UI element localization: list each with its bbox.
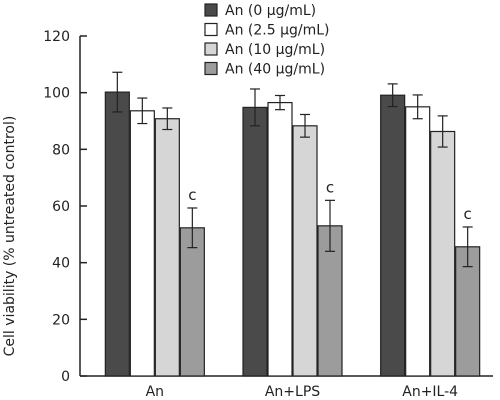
bar (129, 110, 155, 377)
x-category-label: An+LPS (265, 384, 320, 400)
legend-label: An (40 μg/mL) (225, 62, 325, 78)
x-axis: An An+LPS An+IL-4 (80, 375, 493, 400)
bar (405, 106, 431, 377)
bar (430, 130, 456, 377)
y-tick-label: 100 (43, 86, 70, 102)
bars: c c c (104, 71, 481, 377)
legend: An (0 μg/mL) An (2.5 μg/mL) An (10 μg/mL) A… (204, 3, 330, 78)
y-tick-label: 20 (52, 312, 70, 328)
legend-swatch (204, 61, 218, 76)
significance-label: c (326, 178, 334, 196)
legend-swatch (204, 3, 218, 17)
significance-label: c (464, 205, 472, 223)
y-tick-label: 60 (52, 199, 70, 215)
bar (154, 118, 180, 377)
legend-swatch (204, 42, 218, 56)
y-axis: 0 20 40 60 80 100 120 (43, 29, 87, 385)
bar (104, 91, 130, 377)
y-tick-label: 0 (61, 369, 70, 385)
bar (179, 227, 205, 377)
y-axis-title: Cell viability (% untreated control) (2, 116, 18, 357)
bar (380, 94, 406, 377)
legend-label: An (10 μg/mL) (225, 42, 325, 58)
legend-label: An (0 μg/mL) (225, 3, 316, 19)
y-tick-label: 80 (52, 142, 70, 158)
x-category-label: An (146, 384, 164, 400)
significance-label: c (188, 186, 196, 204)
bar (267, 101, 293, 377)
bar (242, 106, 268, 377)
y-tick-label: 40 (52, 256, 70, 272)
x-category-label: An+IL-4 (402, 384, 458, 400)
y-tick-label: 120 (43, 29, 70, 45)
legend-label: An (2.5 μg/mL) (225, 23, 330, 39)
legend-swatch (204, 22, 218, 37)
bar (292, 125, 318, 377)
bar (455, 246, 481, 377)
